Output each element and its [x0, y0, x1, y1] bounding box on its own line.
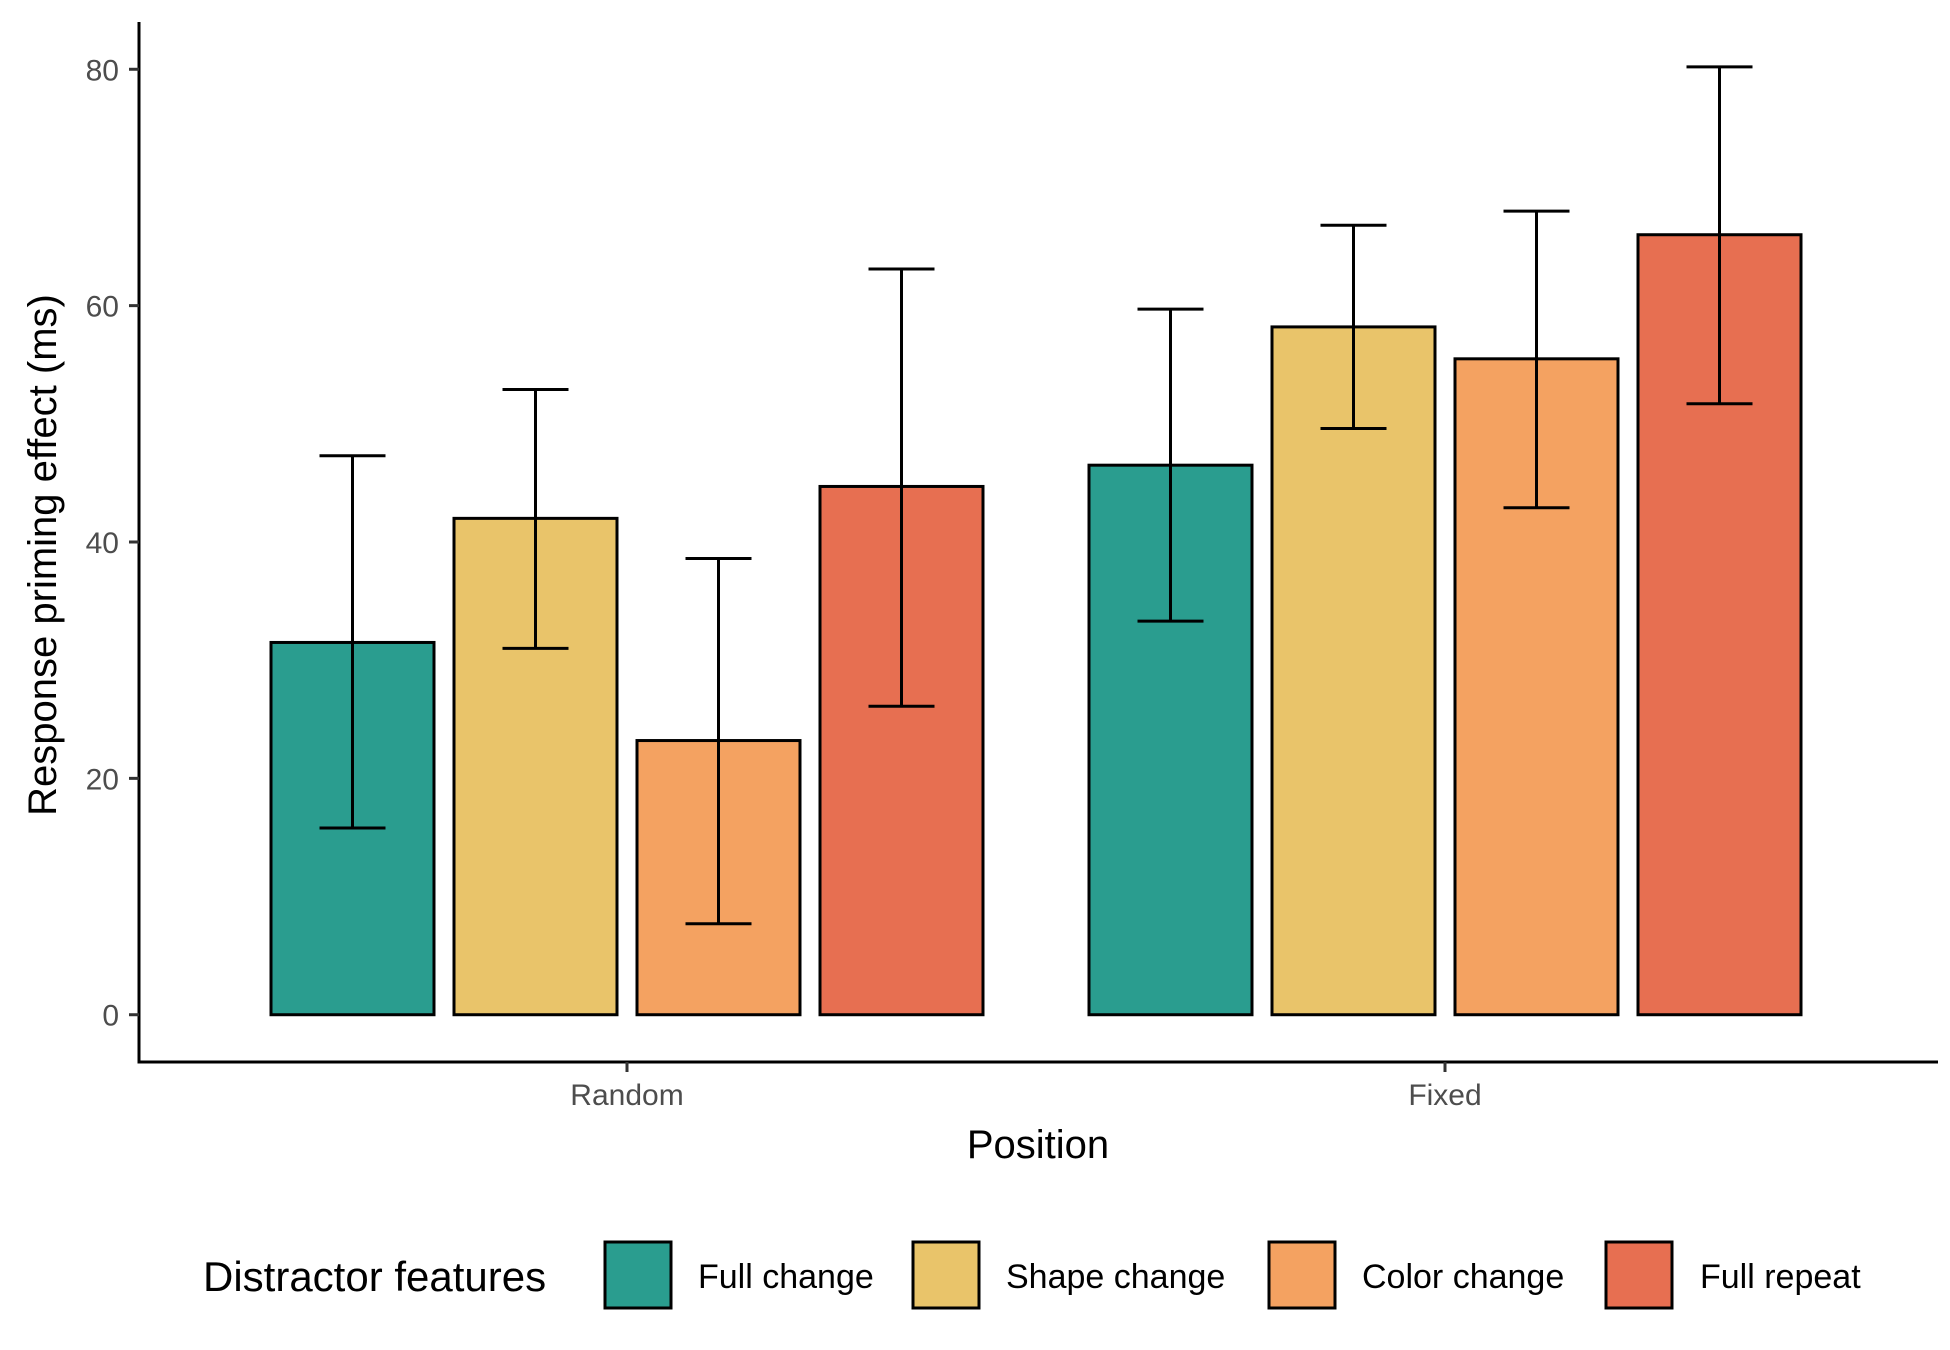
error-bar-random-color-change — [685, 557, 752, 926]
y-tick-label-0: 0 — [102, 1000, 119, 1033]
x-tick-label-fixed: Fixed — [1408, 1079, 1481, 1112]
y-axis-title: Response priming effect (ms) — [21, 294, 65, 816]
y-tick-label-80: 80 — [86, 54, 119, 87]
x-axis-ticks: Random Fixed — [570, 1062, 1482, 1112]
legend-title: Distractor features — [203, 1253, 546, 1300]
legend-label-shape-change: Shape change — [1006, 1258, 1225, 1296]
plot-area — [269, 65, 1803, 1017]
legend-key-color-change — [1267, 1240, 1337, 1310]
bar-fixed-shape-change — [1270, 325, 1437, 1017]
error-bar-fixed-shape-change — [1320, 223, 1387, 431]
legend-key-full-change — [603, 1240, 673, 1310]
legend-key-shape-change — [911, 1240, 981, 1310]
error-bar-random-full-change — [319, 454, 386, 830]
legend-label-full-repeat: Full repeat — [1700, 1258, 1861, 1296]
error-bar-fixed-color-change — [1503, 209, 1570, 510]
legend: Distractor features Full change Shape cha… — [203, 1240, 1861, 1310]
error-bar-fixed-full-change — [1137, 307, 1204, 623]
x-axis-title: Position — [967, 1123, 1109, 1167]
error-bar-random-shape-change — [502, 388, 569, 650]
y-tick-label-20: 20 — [86, 763, 119, 796]
legend-key-full-repeat — [1604, 1240, 1674, 1310]
error-bar-fixed-full-repeat — [1686, 65, 1753, 406]
error-bar-random-full-repeat — [868, 267, 935, 708]
legend-label-full-change: Full change — [698, 1258, 874, 1296]
y-tick-label-60: 60 — [86, 291, 119, 324]
x-tick-label-random: Random — [570, 1079, 683, 1112]
legend-label-color-change: Color change — [1362, 1258, 1564, 1296]
y-axis-ticks: 0 20 40 60 80 — [86, 54, 139, 1033]
y-tick-label-40: 40 — [86, 527, 119, 560]
